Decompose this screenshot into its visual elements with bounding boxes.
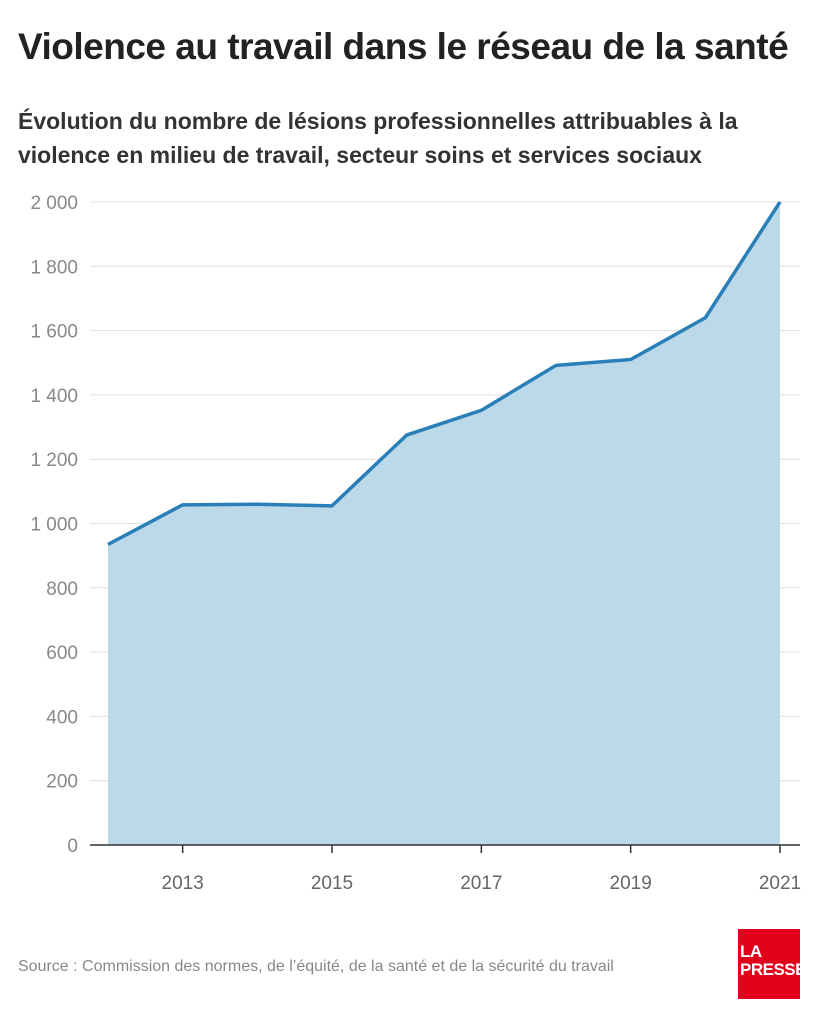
la-presse-logo: LA PRESSE [738,929,806,999]
y-tick-label: 0 [67,836,78,857]
x-tick-label: 2015 [311,873,353,894]
area-fill [108,202,780,845]
y-tick-label: 1 800 [30,257,78,278]
y-tick-label: 800 [46,579,78,600]
x-tick-label: 2019 [610,873,652,894]
area-chart: 0 200 400 600 800 1 000 1 200 1 400 1 600 1 800 2 … [30,193,801,894]
x-tick-label: 2017 [460,873,502,894]
y-tick-label: 400 [46,707,78,728]
x-tick-label: 2021 [759,873,801,894]
y-tick-label: 1 200 [30,450,78,471]
logo-line1: LA [740,942,762,961]
y-tick-label: 600 [46,643,78,664]
source-note: Source : Commission des normes, de l’équ… [18,958,614,975]
chart-title: Violence au travail dans le réseau de la… [18,26,789,67]
series-line [107,201,782,546]
y-tick-label: 1 000 [30,515,78,536]
x-tick-label: 2013 [162,873,204,894]
y-tick-label: 2 000 [30,193,78,214]
y-tick-label: 1 400 [30,386,78,407]
y-tick-label: 200 [46,772,78,793]
logo-line2: PRESSE [740,960,806,979]
y-tick-label: 1 600 [30,322,78,343]
chart-subtitle: Évolution du nombre de lésions professio… [18,108,738,168]
